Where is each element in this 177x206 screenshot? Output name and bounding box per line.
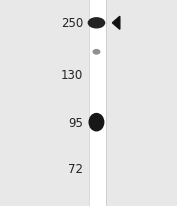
Text: 72: 72	[68, 163, 83, 175]
Text: 250: 250	[61, 17, 83, 30]
Ellipse shape	[92, 50, 101, 55]
Ellipse shape	[88, 18, 105, 29]
Text: 130: 130	[61, 69, 83, 82]
Polygon shape	[112, 17, 120, 30]
Bar	[88, 0, 106, 206]
Ellipse shape	[88, 113, 104, 132]
Text: 95: 95	[68, 116, 83, 129]
